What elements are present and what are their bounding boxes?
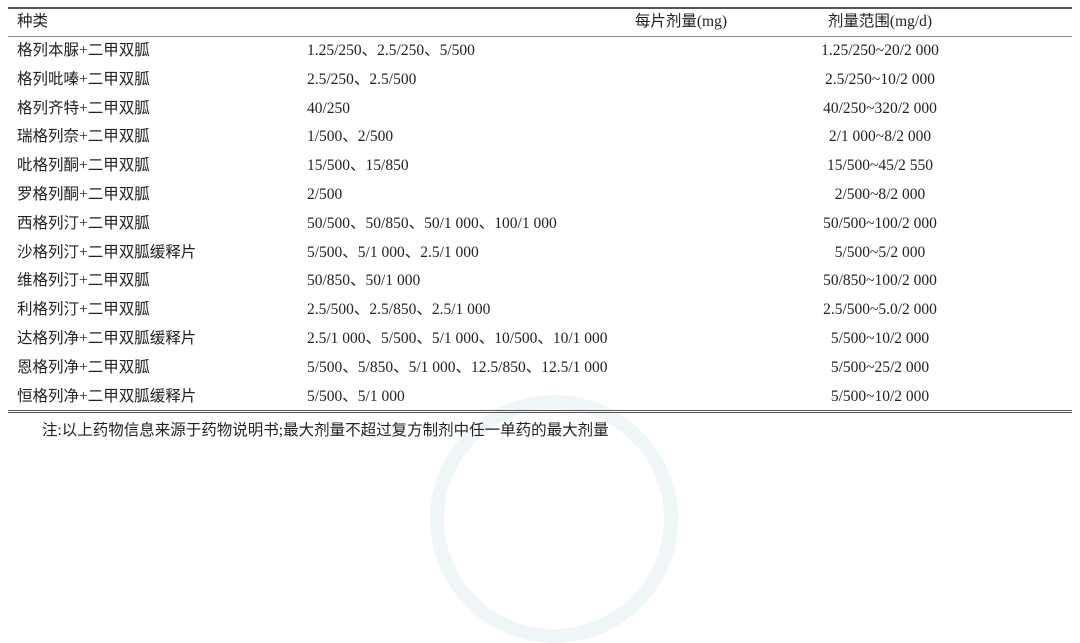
- table-note: 注:以上药物信息来源于药物说明书;最大剂量不超过复方制剂中任一单药的最大剂量: [42, 422, 609, 439]
- table-row: 沙格列汀+二甲双胍缓释片 5/500、5/1 000、2.5/1 000 5/500…: [0, 238, 1080, 267]
- table-row: 格列吡嗪+二甲双胍 2.5/250、2.5/500 2.5/250~10/2 000: [0, 65, 1080, 94]
- header-rule: [8, 36, 1072, 37]
- cell-dose-range: 2.5/250~10/2 000: [825, 70, 935, 88]
- cell-type: 维格列汀+二甲双胍: [17, 272, 150, 290]
- cell-dose-per-tablet: 2.5/1 000、5/500、5/1 000、10/500、10/1 000: [307, 330, 608, 347]
- cell-dose-per-tablet: 5/500、5/1 000、2.5/1 000: [307, 243, 479, 261]
- table-row: 利格列汀+二甲双胍 2.5/500、2.5/850、2.5/1 000 2.5/50…: [0, 295, 1080, 324]
- cell-dose-per-tablet: 15/500、15/850: [307, 157, 409, 175]
- cell-type: 瑞格列奈+二甲双胍: [17, 128, 150, 146]
- cell-dose-per-tablet: 40/250: [307, 99, 351, 117]
- table-row: 格列齐特+二甲双胍 40/250 40/250~320/2 000: [0, 94, 1080, 123]
- cell-dose-per-tablet: 2.5/500、2.5/850、2.5/1 000: [307, 301, 491, 319]
- header-type: 种类: [17, 13, 49, 30]
- cell-type: 吡格列酮+二甲双胍: [17, 157, 150, 175]
- cell-dose-range: 5/500~25/2 000: [830, 358, 930, 376]
- cell-dose-range: 2.5/500~5.0/2 000: [823, 301, 937, 319]
- cell-dose-range: 2/1 000~8/2 000: [828, 128, 932, 146]
- cell-dose-range: 50/850~100/2 000: [823, 272, 937, 290]
- cell-type: 格列吡嗪+二甲双胍: [17, 70, 150, 88]
- header-dose-per-tablet: 每片剂量(mg): [634, 13, 727, 30]
- cell-dose-range: 50/500~100/2 000: [823, 214, 937, 232]
- cell-dose-per-tablet: 50/500、50/850、50/1 000、100/1 000: [307, 214, 557, 232]
- cell-dose-per-tablet: 1.25/250、2.5/250、5/500: [307, 42, 475, 59]
- cell-dose-per-tablet: 2/500: [307, 186, 343, 203]
- cell-type: 恩格列净+二甲双胍: [17, 358, 150, 376]
- table-bottom-rule: [8, 410, 1072, 413]
- table-row: 维格列汀+二甲双胍 50/850、50/1 000 50/850~100/2 000: [0, 266, 1080, 295]
- cell-type: 西格列汀+二甲双胍: [17, 214, 150, 232]
- table-top-rule: [8, 7, 1072, 9]
- cell-type: 格列本脲+二甲双胍: [17, 42, 150, 59]
- cell-type: 利格列汀+二甲双胍: [17, 301, 150, 319]
- cell-dose-range: 40/250~320/2 000: [823, 99, 937, 117]
- cell-dose-per-tablet: 5/500、5/850、5/1 000、12.5/850、12.5/1 000: [307, 358, 608, 376]
- table-row: 达格列净+二甲双胍缓释片 2.5/1 000、5/500、5/1 000、10/5…: [0, 324, 1080, 353]
- table-row: 罗格列酮+二甲双胍 2/500 2/500~8/2 000: [0, 180, 1080, 209]
- table-row: 西格列汀+二甲双胍 50/500、50/850、50/1 000、100/1 00…: [0, 209, 1080, 238]
- cell-dose-range: 5/500~10/2 000: [830, 330, 930, 347]
- cell-type: 格列齐特+二甲双胍: [17, 99, 150, 117]
- cell-dose-range: 15/500~45/2 550: [826, 157, 934, 175]
- cell-dose-range: 1.25/250~20/2 000: [821, 42, 939, 59]
- table-row: 恒格列净+二甲双胍缓释片 5/500、5/1 000 5/500~10/2 000: [0, 382, 1080, 411]
- table-header: 种类 每片剂量(mg) 剂量范围(mg/d): [0, 7, 1080, 36]
- header-dose-range: 剂量范围(mg/d): [827, 13, 933, 30]
- table-row: 吡格列酮+二甲双胍 15/500、15/850 15/500~45/2 550: [0, 151, 1080, 180]
- cell-dose-range: 5/500~10/2 000: [830, 387, 930, 405]
- cell-dose-per-tablet: 50/850、50/1 000: [307, 272, 421, 290]
- cell-dose-per-tablet: 2.5/250、2.5/500: [307, 70, 417, 88]
- cell-dose-range: 5/500~5/2 000: [834, 243, 926, 261]
- table-row: 恩格列净+二甲双胍 5/500、5/850、5/1 000、12.5/850、12…: [0, 353, 1080, 382]
- cell-dose-per-tablet: 5/500、5/1 000: [307, 387, 405, 405]
- table-row: 格列本脲+二甲双胍 1.25/250、2.5/250、5/500 1.25/250~…: [0, 36, 1080, 65]
- cell-type: 沙格列汀+二甲双胍缓释片: [17, 243, 197, 261]
- cell-type: 达格列净+二甲双胍缓释片: [17, 330, 197, 347]
- cell-dose-per-tablet: 1/500、2/500: [307, 128, 394, 146]
- cell-dose-range: 2/500~8/2 000: [834, 186, 926, 203]
- cell-type: 罗格列酮+二甲双胍: [17, 186, 150, 203]
- table-row: 瑞格列奈+二甲双胍 1/500、2/500 2/1 000~8/2 000: [0, 122, 1080, 151]
- cell-type: 恒格列净+二甲双胍缓释片: [17, 387, 197, 405]
